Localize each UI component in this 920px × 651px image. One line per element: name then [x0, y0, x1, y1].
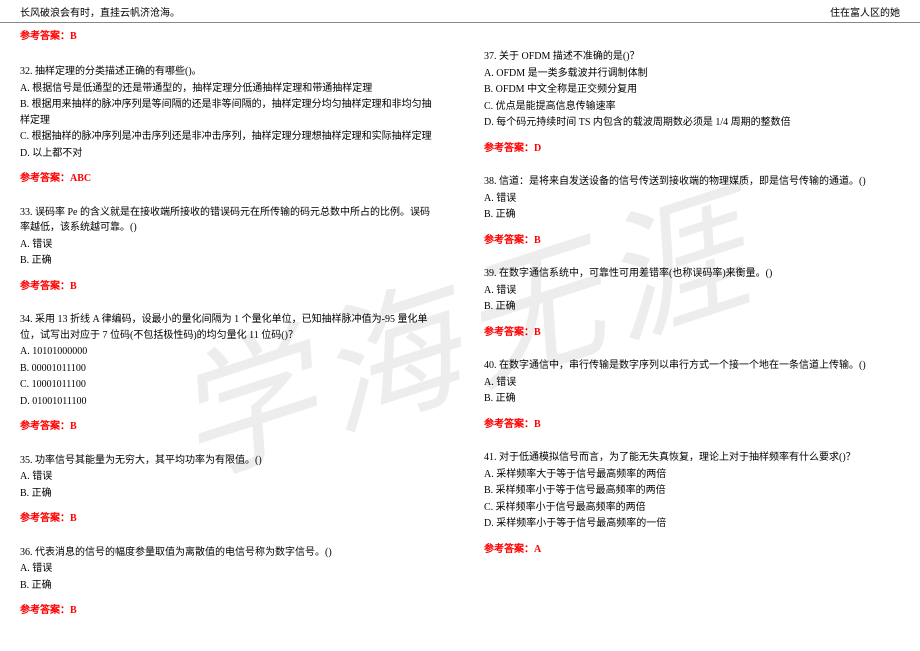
- question-stem: 33. 误码率 Pe 的含义就是在接收端所接收的错误码元在所传输的码元总数中所占…: [20, 205, 436, 236]
- question-option: C. 根据抽样的脉冲序列是冲击序列还是非冲击序列，抽样定理分理想抽样定理和实际抽…: [20, 129, 436, 145]
- answer-line: 参考答案：ABC: [20, 171, 436, 187]
- question-block: 34. 采用 13 折线 A 律编码，设最小的量化间隔为 1 个量化单位，已知抽…: [20, 312, 436, 435]
- answer-prefix: 参考答案：: [20, 421, 70, 432]
- answer-prefix: 参考答案：: [484, 419, 534, 430]
- answer-value: ABC: [70, 173, 91, 184]
- answer-value: B: [70, 605, 77, 616]
- question-stem: 38. 信道：是将来自发送设备的信号传送到接收端的物理媒质，即是信号传输的通道。…: [484, 174, 900, 190]
- question-stem: 36. 代表消息的信号的幅度参量取值为离散值的电信号称为数字信号。(): [20, 545, 436, 561]
- header-right: 住在富人区的她: [830, 4, 900, 19]
- question-option: B. 正确: [484, 299, 900, 315]
- question-option: D. 每个码元持续时间 TS 内包含的载波周期数必须是 1/4 周期的整数倍: [484, 115, 900, 131]
- question-block: 36. 代表消息的信号的幅度参量取值为离散值的电信号称为数字信号。()A. 错误…: [20, 545, 436, 619]
- question-option: B. 正确: [484, 207, 900, 223]
- answer-line: 参考答案：A: [484, 542, 900, 558]
- answer-prefix: 参考答案：: [20, 31, 70, 42]
- question-block: 38. 信道：是将来自发送设备的信号传送到接收端的物理媒质，即是信号传输的通道。…: [484, 174, 900, 248]
- answer-value: B: [534, 327, 541, 338]
- question-option: B. 采样频率小于等于信号最高频率的两倍: [484, 483, 900, 499]
- question-option: C. 采样频率小于信号最高频率的两倍: [484, 500, 900, 516]
- answer-line: 参考答案：B: [20, 279, 436, 295]
- question-option: B. 正确: [20, 486, 436, 502]
- left-column: 参考答案：B 32. 抽样定理的分类描述正确的有哪些()。A. 根据信号是低通型…: [20, 27, 460, 637]
- answer-line: 参考答案：B: [484, 325, 900, 341]
- answer-prefix: 参考答案：: [20, 173, 70, 184]
- question-option: A. OFDM 是一类多载波并行调制体制: [484, 66, 900, 82]
- answer-value: D: [534, 143, 541, 154]
- page-header: 长风破浪会有时，直挂云帆济沧海。 住在富人区的她: [0, 0, 920, 23]
- question-stem: 35. 功率信号其能量为无穷大，其平均功率为有限值。(): [20, 453, 436, 469]
- question-block: 41. 对于低通模拟信号而言，为了能无失真恢复，理论上对于抽样频率有什么要求()…: [484, 450, 900, 557]
- question-option: A. 错误: [20, 237, 436, 253]
- answer-value: B: [70, 513, 77, 524]
- question-option: D. 01001011100: [20, 394, 436, 410]
- answer-prefix: 参考答案：: [484, 327, 534, 338]
- question-block: 40. 在数字通信中，串行传输是数字序列以串行方式一个接一个地在一条信道上传输。…: [484, 358, 900, 432]
- question-option: B. OFDM 中文全称是正交频分复用: [484, 82, 900, 98]
- question-option: A. 错误: [484, 283, 900, 299]
- question-option: C. 10001011100: [20, 377, 436, 393]
- question-option: A. 错误: [484, 375, 900, 391]
- answer-prefix: 参考答案：: [20, 605, 70, 616]
- answer-line: 参考答案：B: [20, 603, 436, 619]
- question-option: B. 正确: [20, 578, 436, 594]
- answer-value: B: [70, 421, 77, 432]
- answer-line: 参考答案：B: [20, 27, 436, 42]
- question-option: A. 错误: [484, 191, 900, 207]
- header-left: 长风破浪会有时，直挂云帆济沧海。: [20, 4, 180, 19]
- answer-value: B: [534, 419, 541, 430]
- question-block: 37. 关于 OFDM 描述不准确的是()？A. OFDM 是一类多载波并行调制…: [484, 49, 900, 156]
- answer-prefix: 参考答案：: [20, 513, 70, 524]
- answer-line: 参考答案：B: [20, 511, 436, 527]
- question-option: A. 采样频率大于等于信号最高频率的两倍: [484, 467, 900, 483]
- question-option: A. 根据信号是低通型的还是带通型的，抽样定理分低通抽样定理和带通抽样定理: [20, 81, 436, 97]
- answer-line: 参考答案：B: [20, 419, 436, 435]
- question-option: B. 正确: [484, 391, 900, 407]
- question-block: 33. 误码率 Pe 的含义就是在接收端所接收的错误码元在所传输的码元总数中所占…: [20, 205, 436, 295]
- question-block: 39. 在数字通信系统中，可靠性可用差错率(也称误码率)来衡量。()A. 错误B…: [484, 266, 900, 340]
- question-option: B. 正确: [20, 253, 436, 269]
- question-stem: 34. 采用 13 折线 A 律编码，设最小的量化间隔为 1 个量化单位，已知抽…: [20, 312, 436, 343]
- question-option: D. 以上都不对: [20, 146, 436, 162]
- question-option: B. 根据用来抽样的脉冲序列是等间隔的还是非等间隔的，抽样定理分均匀抽样定理和非…: [20, 97, 436, 128]
- question-option: A. 10101000000: [20, 344, 436, 360]
- answer-prefix: 参考答案：: [484, 143, 534, 154]
- question-stem: 39. 在数字通信系统中，可靠性可用差错率(也称误码率)来衡量。(): [484, 266, 900, 282]
- question-block: 35. 功率信号其能量为无穷大，其平均功率为有限值。()A. 错误B. 正确参考…: [20, 453, 436, 527]
- question-option: C. 优点是能提高信息传输速率: [484, 99, 900, 115]
- answer-prefix: 参考答案：: [20, 281, 70, 292]
- answer-line: 参考答案：B: [484, 417, 900, 433]
- answer-prefix: 参考答案：: [484, 544, 534, 555]
- question-stem: 32. 抽样定理的分类描述正确的有哪些()。: [20, 64, 436, 80]
- answer-line: 参考答案：D: [484, 141, 900, 157]
- answer-value: B: [534, 235, 541, 246]
- question-option: A. 错误: [20, 469, 436, 485]
- question-option: A. 错误: [20, 561, 436, 577]
- question-stem: 37. 关于 OFDM 描述不准确的是()？: [484, 49, 900, 65]
- question-block: 32. 抽样定理的分类描述正确的有哪些()。A. 根据信号是低通型的还是带通型的…: [20, 64, 436, 187]
- answer-value: B: [70, 281, 77, 292]
- answer-line: 参考答案：B: [484, 233, 900, 249]
- page-content: 参考答案：B 32. 抽样定理的分类描述正确的有哪些()。A. 根据信号是低通型…: [0, 23, 920, 637]
- question-option: B. 00001011100: [20, 361, 436, 377]
- answer-value: A: [534, 544, 541, 555]
- right-column: 37. 关于 OFDM 描述不准确的是()？A. OFDM 是一类多载波并行调制…: [460, 27, 900, 637]
- answer-value: B: [70, 31, 77, 42]
- question-stem: 41. 对于低通模拟信号而言，为了能无失真恢复，理论上对于抽样频率有什么要求()…: [484, 450, 900, 466]
- answer-prefix: 参考答案：: [484, 235, 534, 246]
- question-stem: 40. 在数字通信中，串行传输是数字序列以串行方式一个接一个地在一条信道上传输。…: [484, 358, 900, 374]
- question-option: D. 采样频率小于等于信号最高频率的一倍: [484, 516, 900, 532]
